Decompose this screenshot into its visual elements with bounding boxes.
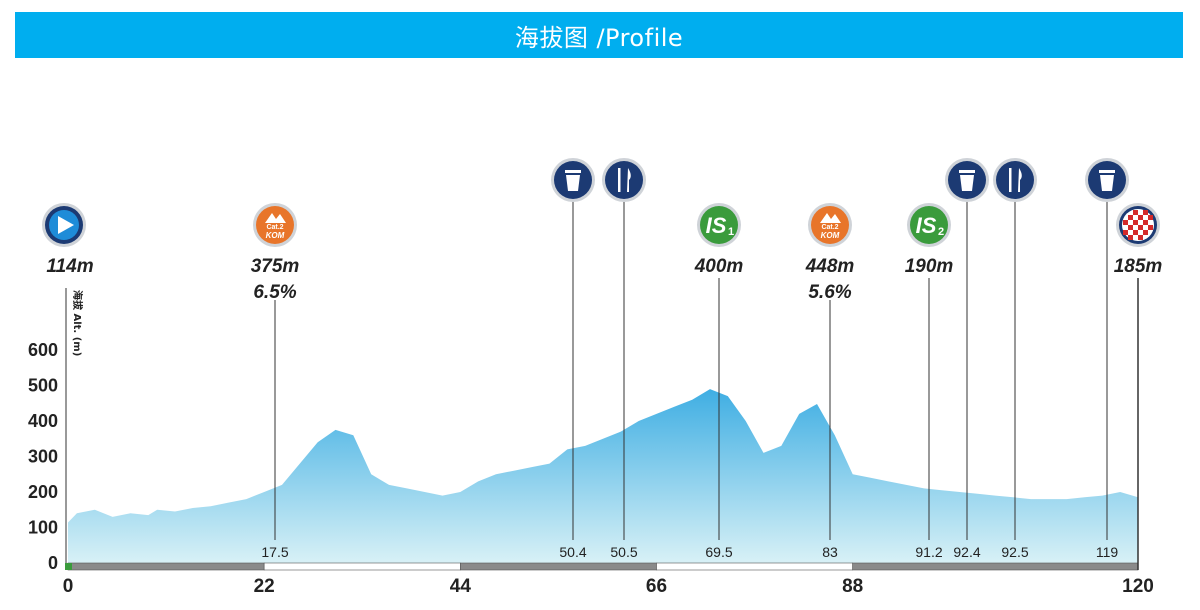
event-km-label: 83 [822,544,838,560]
event-km-label: 92.4 [953,544,980,560]
sprint-badge-num: 2 [938,226,944,238]
bin-icon [1085,158,1129,202]
icon-disc [605,161,643,199]
kom-badge-line2: KOM [821,231,840,240]
sprint-icon: IS 2 [907,203,951,247]
y-tick-label: 400 [28,411,58,431]
checker-square [1128,215,1133,220]
header-title: 海拔图 /Profile [514,23,684,52]
event-km-label: 92.5 [1001,544,1028,560]
icon-disc [996,161,1034,199]
y-tick-label: 500 [28,376,58,396]
event-km-label: 17.5 [261,544,288,560]
icon-disc [700,206,738,244]
x-tick-label: 120 [1122,576,1154,597]
event-grade-label: 5.6% [808,282,851,303]
bin-icon [945,158,989,202]
feed-icon [602,158,646,202]
checker-square [1143,220,1148,225]
kom-badge-line1: Cat.2 [266,224,283,231]
event-elevation-label: 400m [694,256,744,277]
checker-square [1138,215,1143,220]
x-tick-label: 0 [63,576,74,597]
event-km-label: 50.4 [559,544,586,560]
bin-body [566,175,580,191]
y-tick-label: 0 [48,553,58,573]
icon-disc [811,206,849,244]
y-tick-label: 300 [28,447,58,467]
bin-body [960,175,974,191]
mountain-glyph [820,213,841,223]
event-km-label: 50.5 [610,544,637,560]
kom-badge-line1: Cat.2 [821,224,838,231]
fork-glyph [1009,168,1012,192]
distance-bar-segment [263,562,461,571]
profile-header: 海拔图 /Profile [15,12,1183,58]
event-elevation-label: 448m [805,256,855,277]
checker-square [1133,220,1138,225]
checker-square [1143,230,1148,235]
y-tick-label: 600 [28,340,58,360]
distance-bar-segment [460,562,657,571]
event-km-label: 69.5 [705,544,732,560]
checker-square [1148,225,1153,230]
checker-square [1123,230,1128,235]
bin-lid [959,170,975,173]
bin-icon [551,158,595,202]
event-km-label: 119 [1096,544,1119,560]
checker-square [1133,230,1138,235]
event-elevation-label: 114m [46,256,93,277]
x-tick-label: 44 [450,576,472,597]
checker-square [1138,235,1143,240]
checker-square [1133,210,1138,215]
fork-glyph [618,168,621,192]
finish-icon [1116,203,1160,247]
x-tick-label: 66 [646,576,667,597]
sprint-badge-text: IS [706,213,727,238]
play-glyph [58,216,74,234]
sprint-badge-text: IS [916,213,937,238]
knife-glyph [1018,168,1022,192]
y-tick-label: 200 [28,482,58,502]
distance-bar-segment [656,562,853,571]
x-tick-label: 88 [842,576,863,597]
bin-lid [1099,170,1115,173]
start-icon [42,203,86,247]
x-tick-label: 22 [254,576,275,597]
event-elevation-label: 190m [905,256,954,277]
bin-lid [565,170,581,173]
checker-square [1148,215,1153,220]
start-marker-bar [65,563,72,570]
checker-square [1123,220,1128,225]
event-grade-label: 6.5% [253,282,296,303]
feed-icon [993,158,1037,202]
kom-badge-line2: KOM [266,231,285,240]
checker-square [1128,225,1133,230]
knife-glyph [627,168,631,192]
bin-body [1100,175,1114,191]
sprint-badge-num: 1 [728,226,734,238]
event-km-label: 91.2 [915,544,942,560]
checker-square [1138,225,1143,230]
mountain-glyph [265,213,286,223]
y-axis-title: 海拔 Alt. (m) [71,290,84,356]
y-tick-label: 100 [28,518,58,538]
distance-bar-segment [67,562,265,571]
event-elevation-label: 375m [251,256,300,277]
sprint-icon: IS 1 [697,203,741,247]
elevation-area [68,389,1138,563]
event-elevation-label: 185m [1114,256,1163,277]
distance-bar-segment [852,562,1139,571]
icon-disc [256,206,294,244]
checker-square [1143,210,1148,215]
checker-square [1128,235,1133,240]
icon-disc [910,206,948,244]
